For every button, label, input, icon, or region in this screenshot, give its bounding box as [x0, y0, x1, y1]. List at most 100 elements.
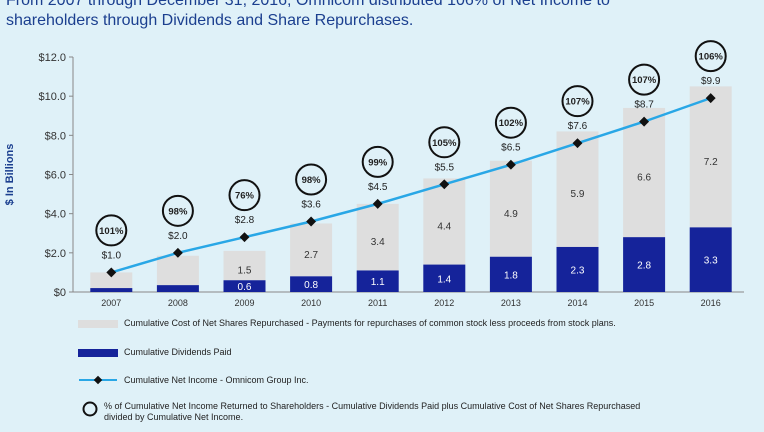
net-income-marker-2009 [239, 232, 250, 243]
legend-item-net-income: Cumulative Net Income - Omnicom Group In… [78, 375, 309, 386]
x-tick-label-2015: 2015 [634, 298, 654, 308]
bar-repurchases-2009 [223, 250, 266, 281]
label-dividends-2012: 1.4 [437, 274, 451, 285]
headline: From 2007 through December 31, 2016, Omn… [6, 0, 756, 31]
net-income-marker-2015 [639, 116, 650, 127]
percent-circle-2011 [361, 145, 394, 178]
y-axis-title: $ In Billions [4, 144, 16, 206]
label-dividends-2016: 3.3 [704, 256, 718, 267]
legend-label-net-income: Cumulative Net Income - Omnicom Group In… [124, 375, 309, 385]
net-income-marker-2014 [572, 138, 583, 149]
dividends-swatch [78, 349, 118, 357]
bar-repurchases-2016 [689, 86, 732, 228]
bar-repurchases-2010 [290, 223, 333, 277]
x-tick-label-2013: 2013 [501, 298, 521, 308]
legend-label-percent: % of Cumulative Net Income Returned to S… [104, 401, 640, 423]
net-income-marker-2008 [172, 247, 183, 258]
label-dividends-2010: 0.8 [304, 280, 318, 291]
legend-label-dividends: Cumulative Dividends Paid [124, 347, 232, 357]
x-tick-label-2011: 2011 [368, 298, 387, 308]
percent-label-2009: 76% [235, 191, 255, 202]
label-dividends-2009: 0.6 [238, 282, 252, 293]
headline-line-1: From 2007 through December 31, 2016, Omn… [6, 0, 610, 9]
percent-label-2012: 105% [432, 138, 457, 149]
bar-dividends-2010 [290, 276, 333, 292]
net-income-label-2013: $6.5 [501, 143, 521, 154]
bar-repurchases-2008 [156, 255, 199, 286]
percent-label-2013: 102% [499, 118, 524, 129]
bar-dividends-2016 [689, 227, 732, 292]
bar-dividends-2013 [489, 256, 532, 292]
percent-circle-icon [82, 401, 98, 417]
bar-repurchases-2011 [356, 203, 399, 271]
percent-circle-2016 [694, 40, 727, 73]
legend-item-percent: % of Cumulative Net Income Returned to S… [78, 401, 640, 423]
bar-repurchases-2015 [623, 107, 666, 238]
y-tick-label: $4.0 [45, 209, 66, 221]
percent-label-2007: 101% [99, 226, 124, 237]
percent-label-2015: 107% [632, 75, 657, 86]
label-repurchases-2011: 3.4 [371, 237, 385, 248]
label-dividends-2015: 2.8 [637, 261, 651, 272]
percent-circle-2009 [228, 179, 261, 212]
percent-circle-2010 [295, 163, 328, 196]
percent-circle-2015 [628, 63, 661, 96]
net-income-label-2012: $5.5 [435, 162, 455, 173]
y-tick-label: $12.0 [38, 52, 66, 64]
y-tick-label: $0 [54, 287, 66, 299]
net-income-label-2007: $1.0 [102, 250, 122, 261]
repurchases-swatch [78, 320, 118, 328]
x-tick-label-2007: 2007 [101, 298, 121, 308]
x-tick-label-2010: 2010 [301, 298, 321, 308]
label-repurchases-2016: 7.2 [704, 157, 718, 168]
x-tick-label-2012: 2012 [434, 298, 454, 308]
bar-dividends-2014 [556, 246, 599, 292]
label-repurchases-2009: 1.5 [238, 266, 252, 277]
percent-label-2014: 107% [565, 97, 590, 108]
legend-item-dividends: Cumulative Dividends Paid [78, 347, 232, 358]
percent-circle-2012 [428, 126, 461, 159]
y-tick-label: $6.0 [45, 170, 66, 182]
net-income-marker-2010 [306, 216, 317, 227]
x-tick-label-2014: 2014 [567, 298, 587, 308]
percent-label-2008: 98% [168, 206, 188, 217]
percent-label-2011: 99% [368, 157, 388, 168]
net-income-marker-2012 [439, 179, 450, 190]
stacked-bar-chart: $ In Billions $0 $2.0 $4.0 $6.0 $8.0 $10.0 $12.… [4, 40, 744, 308]
label-dividends-2014: 2.3 [571, 265, 585, 276]
bar-dividends-2012 [423, 264, 466, 292]
label-dividends-2013: 1.8 [504, 270, 518, 281]
net-income-line [110, 96, 712, 274]
bar-dividends-2007 [90, 288, 133, 292]
legend-percent-line-1: % of Cumulative Net Income Returned to S… [104, 401, 641, 411]
x-tick-label-2016: 2016 [701, 298, 721, 308]
net-income-marker-2013 [505, 159, 516, 170]
y-tick-label: $10.0 [38, 91, 66, 103]
label-dividends-2011: 1.1 [371, 277, 385, 288]
percent-label-2016: 106% [699, 52, 724, 63]
bar-repurchases-2007 [90, 272, 133, 289]
net-income-label-2015: $8.7 [634, 100, 654, 111]
percent-label-2010: 98% [302, 175, 322, 186]
net-income-label-2011: $4.5 [368, 182, 388, 193]
label-repurchases-2013: 4.9 [504, 209, 518, 220]
percent-circle-2007 [95, 214, 128, 247]
label-repurchases-2012: 4.4 [437, 222, 451, 233]
bar-dividends-2009 [223, 280, 266, 292]
bar-dividends-2011 [356, 270, 399, 292]
label-repurchases-2014: 5.9 [571, 189, 585, 200]
net-income-label-2014: $7.6 [568, 121, 588, 132]
net-income-label-2010: $3.6 [301, 200, 321, 211]
net-income-marker-2016 [705, 93, 716, 104]
net-income-line-icon [79, 375, 117, 385]
headline-line-2: shareholders through Dividends and Share… [6, 12, 414, 29]
label-repurchases-2015: 6.6 [637, 173, 651, 184]
percent-circle-2008 [161, 194, 194, 227]
percent-circle-2014 [561, 85, 594, 118]
bar-dividends-2008 [156, 285, 199, 292]
percent-circle-2013 [494, 106, 527, 139]
label-repurchases-2010: 2.7 [304, 250, 318, 261]
net-income-label-2016: $9.9 [701, 76, 721, 87]
bar-dividends-2015 [623, 237, 666, 292]
legend-item-repurchases: Cumulative Cost of Net Shares Repurchase… [78, 318, 616, 329]
